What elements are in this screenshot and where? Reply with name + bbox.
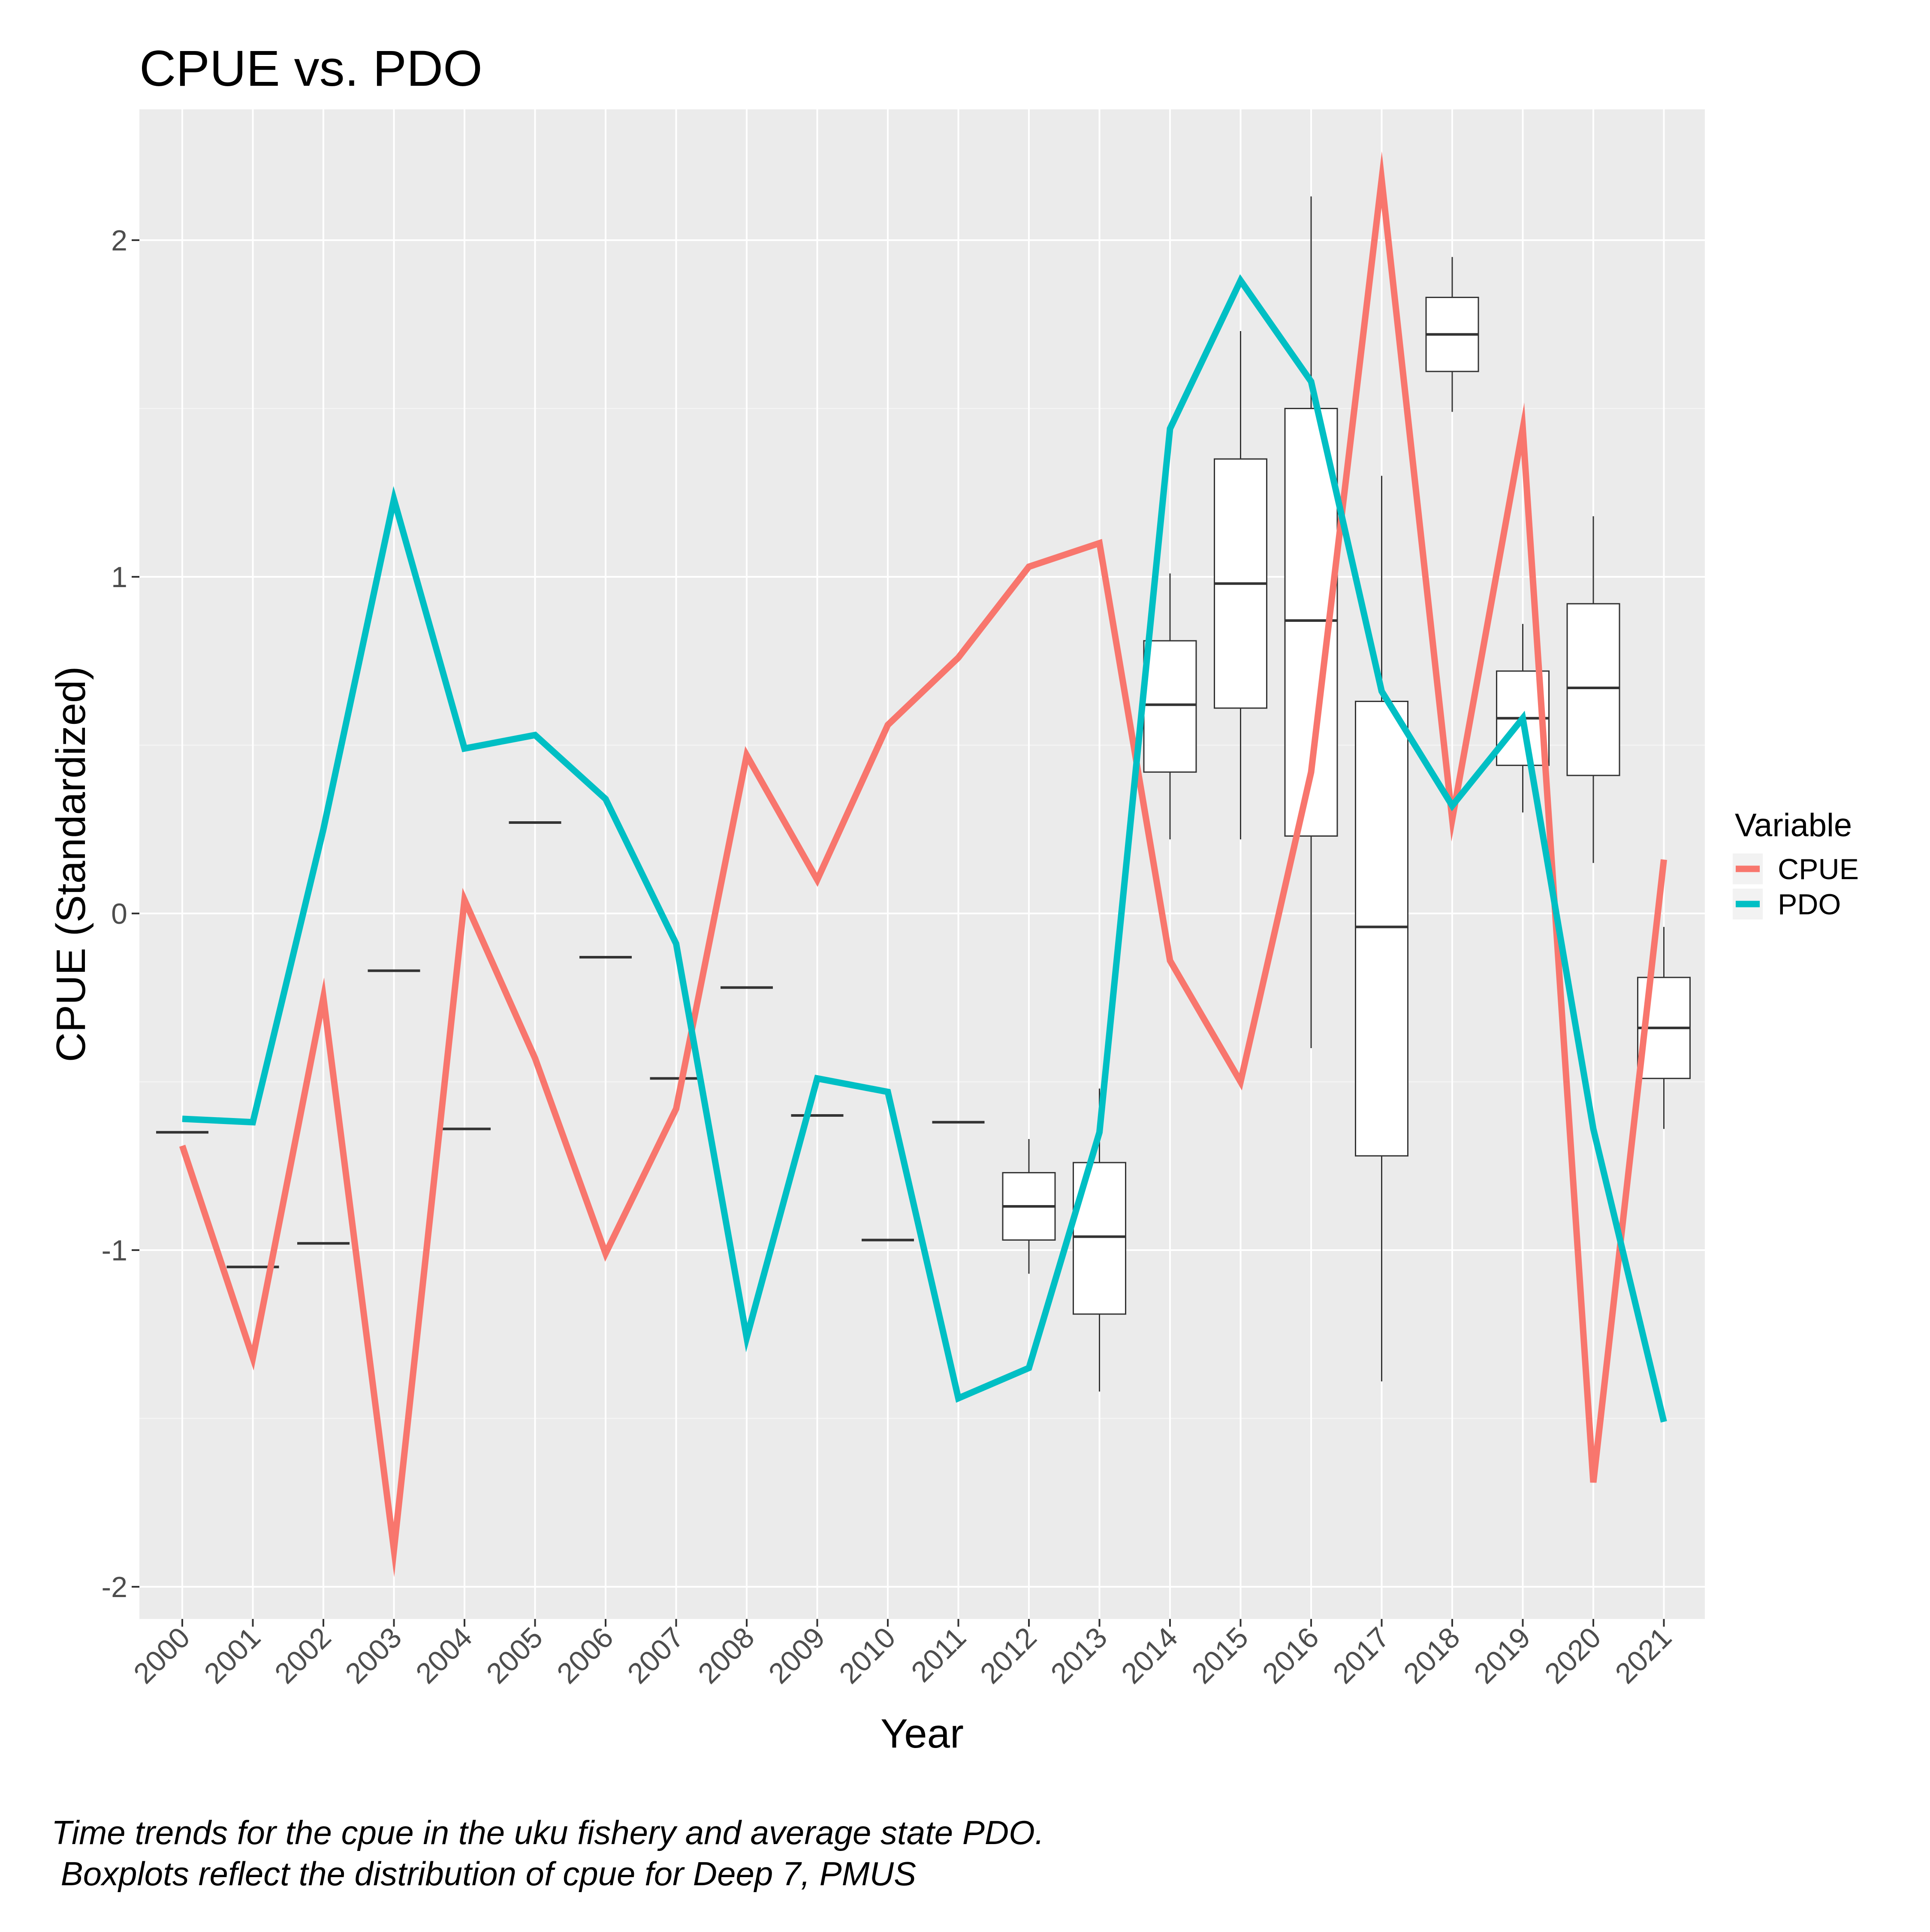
y-tick-label: -1 [102, 1234, 127, 1267]
boxplot [1214, 331, 1267, 840]
x-tick-label: 2008 [692, 1621, 761, 1690]
x-tick-label: 2016 [1256, 1621, 1325, 1690]
x-tick-label: 2001 [198, 1621, 267, 1690]
x-axis: 2000 2001 2002 2003 2004 2005 2006 2007 2008 2009… [127, 1619, 1678, 1690]
x-tick-label: 2010 [833, 1621, 902, 1690]
legend-title: Variable [1735, 807, 1852, 844]
x-tick-label: 2017 [1327, 1621, 1396, 1690]
series-line-cpue [179, 151, 1667, 1577]
y-axis-label: CPUE (Standardized) [48, 666, 94, 1062]
x-tick-label: 2013 [1044, 1621, 1113, 1690]
y-tick-label: 1 [111, 561, 127, 594]
x-tick-label: 2019 [1468, 1621, 1537, 1690]
boxplot [1566, 516, 1620, 863]
x-tick-label: 2003 [339, 1621, 408, 1690]
y-tick-label: -2 [102, 1571, 127, 1603]
x-tick-label: 2011 [905, 1621, 972, 1688]
y-axis: -2 -1 0 1 2 [102, 224, 139, 1603]
x-tick-label: 2020 [1538, 1621, 1607, 1690]
caption: Time trends for the cpue in the uku fish… [51, 1812, 1853, 1894]
y-tick-label: 2 [111, 224, 127, 257]
chart-title: CPUE vs. PDO [139, 40, 482, 97]
x-tick-label: 2021 [1609, 1621, 1678, 1690]
boxplot [1425, 257, 1479, 412]
x-axis-label: Year [881, 1711, 964, 1757]
boxplot-box [1355, 700, 1408, 1157]
x-tick-label: 2014 [1115, 1621, 1184, 1690]
x-tick-label: 2006 [551, 1621, 620, 1690]
caption-line-2: Boxplots reflect the distribution of cpu… [51, 1855, 917, 1893]
boxplot-box [1566, 603, 1620, 776]
x-tick-label: 2004 [410, 1621, 479, 1690]
boxplot [1002, 1139, 1056, 1274]
x-tick-label: 2007 [621, 1621, 690, 1690]
x-tick-label: 2015 [1185, 1621, 1254, 1690]
x-tick-label: 2005 [480, 1621, 549, 1690]
series-line-pdo [182, 274, 1667, 1423]
legend-label: PDO [1778, 888, 1841, 921]
series-lines [179, 151, 1667, 1577]
boxplot-box [1143, 640, 1197, 773]
x-tick-label: 2000 [127, 1621, 196, 1690]
x-tick-label: 2018 [1397, 1621, 1466, 1690]
x-tick-label: 2012 [974, 1621, 1043, 1690]
x-tick-label: 2009 [762, 1621, 831, 1690]
caption-line-1: Time trends for the cpue in the uku fish… [51, 1814, 1044, 1851]
legend-label: CPUE [1778, 853, 1859, 886]
y-tick-label: 0 [111, 898, 127, 930]
boxplot [1143, 573, 1197, 840]
x-tick-label: 2002 [268, 1621, 338, 1690]
boxplot [1355, 476, 1408, 1382]
